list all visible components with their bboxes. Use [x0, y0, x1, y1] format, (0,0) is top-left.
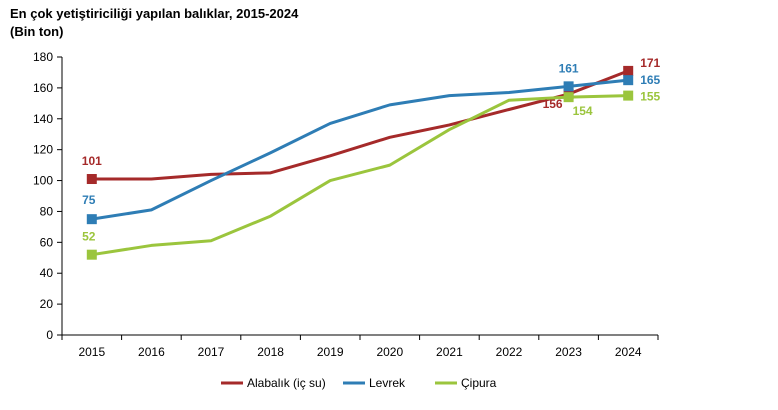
y-tick-label: 140 — [33, 112, 53, 126]
x-tick-label: 2017 — [198, 345, 225, 359]
series-line-1 — [90, 78, 630, 221]
x-tick-label: 2020 — [376, 345, 403, 359]
x-tick-label: 2023 — [555, 345, 582, 359]
chart-title: En çok yetiştiriciliği yapılan balıklar,… — [10, 6, 299, 21]
data-label: 75 — [82, 193, 96, 207]
series-marker-1 — [623, 75, 634, 86]
series-marker-0 — [86, 174, 97, 185]
data-label: 101 — [82, 154, 102, 168]
series-marker-2 — [563, 92, 574, 103]
x-tick-label: 2019 — [317, 345, 344, 359]
y-tick-label: 0 — [46, 328, 53, 342]
legend-label-0: Alabalık (iç su) — [247, 376, 326, 390]
data-label: 165 — [640, 73, 660, 87]
series-line-0 — [90, 69, 630, 181]
x-tick-label: 2016 — [138, 345, 165, 359]
x-tick-label: 2021 — [436, 345, 463, 359]
y-tick-label: 80 — [40, 204, 54, 218]
series-marker-0 — [623, 65, 634, 76]
data-label: 52 — [82, 230, 96, 244]
chart-axes: 0 20 40 60 80 100 120 140 160 180 2015 2016 2017 2018… — [33, 50, 659, 359]
legend-label-1: Levrek — [369, 376, 406, 390]
y-tick-label: 40 — [40, 266, 54, 280]
data-label: 156 — [543, 97, 563, 111]
series-marker-1 — [563, 81, 574, 92]
x-tick-label: 2018 — [257, 345, 284, 359]
series-marker-1 — [86, 214, 97, 225]
y-tick-label: 20 — [40, 297, 54, 311]
data-label: 171 — [640, 56, 660, 70]
y-tick-label: 60 — [40, 235, 54, 249]
x-tick-label: 2024 — [615, 345, 642, 359]
chart-subtitle: (Bin ton) — [10, 24, 64, 39]
series-marker-2 — [623, 90, 634, 101]
data-label: 155 — [640, 90, 660, 104]
legend-label-2: Çipura — [461, 376, 497, 390]
chart-series — [86, 65, 634, 260]
x-tick-label: 2015 — [78, 345, 105, 359]
y-tick-label: 160 — [33, 81, 53, 95]
data-label: 161 — [559, 61, 579, 75]
chart-data-labels: 101 156 171 75 161 165 52 154 155 — [82, 56, 661, 244]
y-tick-label: 180 — [33, 50, 53, 64]
series-marker-2 — [86, 249, 97, 260]
series-line-2 — [90, 94, 630, 257]
y-tick-label: 120 — [33, 143, 53, 157]
chart-legend: Alabalık (iç su) Levrek Çipura — [221, 376, 497, 390]
data-label: 154 — [573, 104, 593, 118]
x-tick-label: 2022 — [496, 345, 523, 359]
y-tick-label: 100 — [33, 174, 53, 188]
